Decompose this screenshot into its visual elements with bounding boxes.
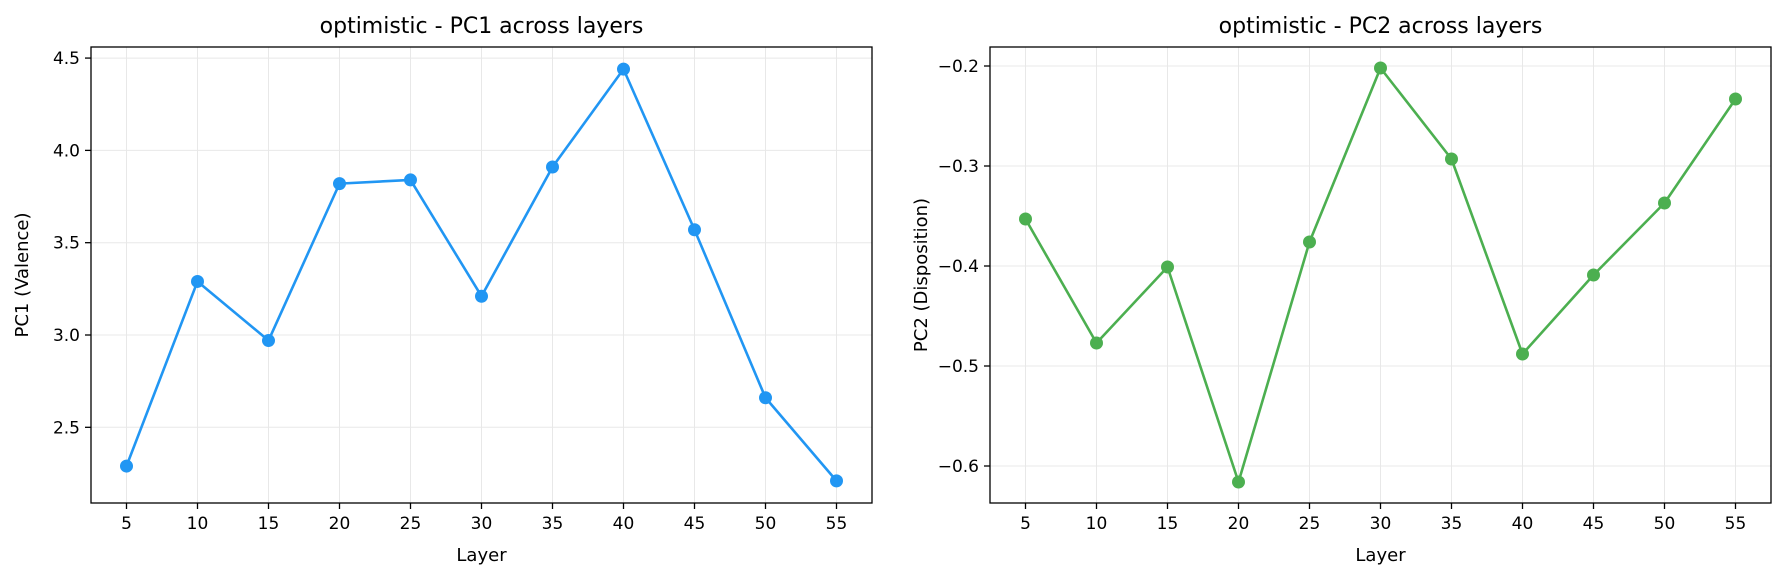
x-axis-label: Layer (456, 545, 507, 566)
y-tick-label: −0.3 (938, 157, 979, 177)
data-point (120, 459, 133, 473)
x-tick-label: 30 (471, 514, 493, 534)
data-point (1303, 235, 1316, 249)
y-tick-label: −0.6 (938, 457, 979, 477)
data-point (830, 474, 843, 488)
data-point (1090, 336, 1103, 350)
data-point (1516, 347, 1529, 361)
x-tick-label: 50 (755, 514, 777, 534)
y-tick-label: 4.0 (53, 141, 80, 161)
data-point (1019, 212, 1032, 226)
x-tick-label: 20 (1228, 514, 1250, 534)
data-point (404, 173, 417, 187)
data-point (333, 177, 346, 191)
y-tick-label: −0.5 (938, 357, 979, 377)
y-axis-label: PC1 (Valence) (12, 212, 33, 337)
x-tick-label: 5 (121, 514, 132, 534)
y-tick-label: −0.4 (938, 257, 979, 277)
data-point (1729, 92, 1742, 106)
x-axis-label: Layer (1355, 545, 1406, 566)
data-point (546, 160, 559, 174)
x-tick-label: 55 (826, 514, 848, 534)
data-point (1658, 196, 1671, 210)
x-tick-label: 15 (1157, 514, 1179, 534)
x-tick-label: 40 (1512, 514, 1534, 534)
x-tick-label: 25 (400, 514, 422, 534)
data-point (617, 62, 630, 76)
y-tick-label: 3.0 (53, 326, 80, 346)
x-tick-label: 10 (187, 514, 209, 534)
data-point (1232, 475, 1245, 489)
x-tick-label: 45 (684, 514, 706, 534)
data-point (475, 289, 488, 303)
x-tick-label: 15 (258, 514, 280, 534)
x-tick-label: 40 (613, 514, 635, 534)
x-tick-label: 5 (1020, 514, 1031, 534)
x-tick-label: 35 (1441, 514, 1463, 534)
data-point (262, 334, 275, 348)
x-tick-label: 30 (1370, 514, 1392, 534)
x-tick-label: 50 (1654, 514, 1676, 534)
x-tick-label: 25 (1299, 514, 1321, 534)
x-tick-label: 35 (542, 514, 564, 534)
x-tick-label: 45 (1583, 514, 1605, 534)
y-tick-label: 4.5 (53, 49, 80, 69)
data-point (191, 274, 204, 288)
y-axis-label: PC2 (Disposition) (911, 198, 932, 352)
x-tick-label: 55 (1725, 514, 1747, 534)
data-point (688, 223, 701, 237)
data-point (1161, 260, 1174, 274)
y-tick-label: 2.5 (53, 418, 80, 438)
chart-panel-1: 5 10 15 20 25 30 35 40 45 50 55 2.5 3.0 3.5 4.0 4.5 opti… (12, 14, 873, 566)
chart-title: optimistic - PC2 across layers (1219, 14, 1543, 39)
data-point (1445, 152, 1458, 166)
chart-panel-2: 5 10 15 20 25 30 35 40 45 50 55 −0.6 −0.5 −0.4 −0.3 −0.… (911, 14, 1772, 566)
x-tick-label: 20 (329, 514, 351, 534)
x-tick-label: 10 (1086, 514, 1108, 534)
chart-title: optimistic - PC1 across layers (320, 14, 644, 39)
y-tick-label: 3.5 (53, 234, 80, 254)
data-point (759, 391, 772, 405)
data-point (1587, 268, 1600, 282)
data-point (1374, 61, 1387, 75)
y-tick-label: −0.2 (938, 57, 979, 77)
